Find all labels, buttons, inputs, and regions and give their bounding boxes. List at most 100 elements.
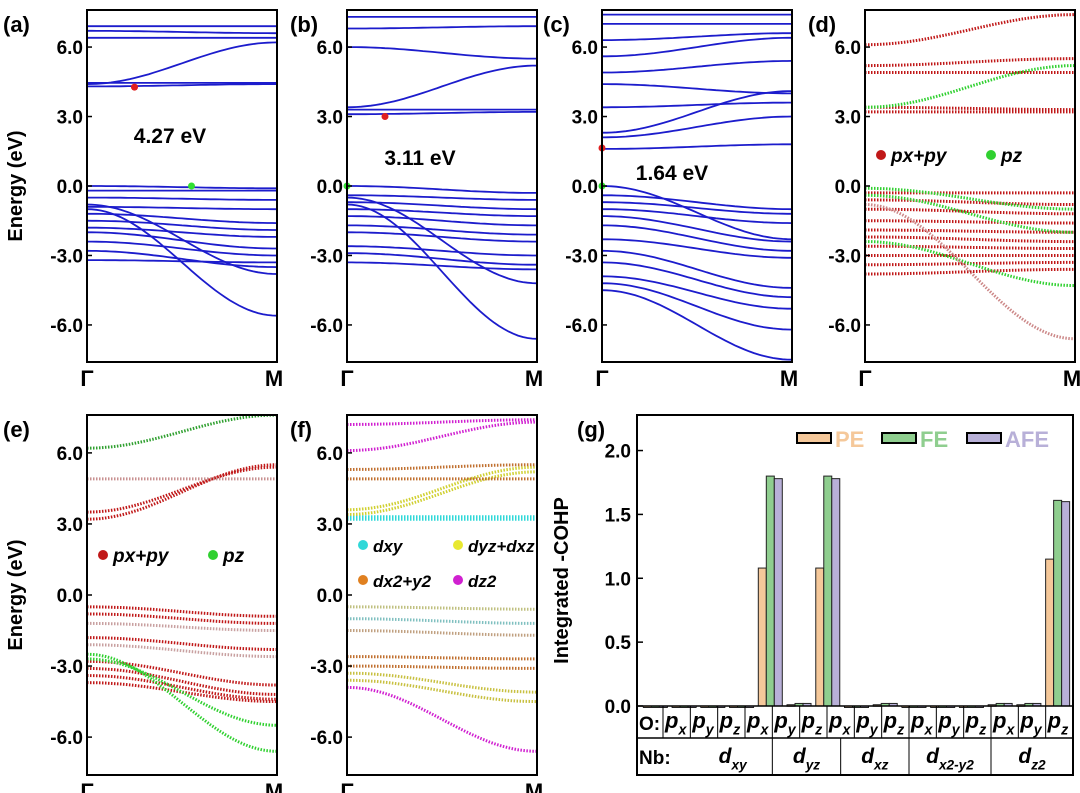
band-18 bbox=[865, 240, 1075, 288]
band-11 bbox=[602, 194, 792, 211]
band-0 bbox=[87, 463, 277, 521]
panel-label: (b) bbox=[290, 12, 318, 37]
band-9 bbox=[87, 674, 277, 701]
band-5 bbox=[347, 463, 537, 471]
band-4 bbox=[347, 25, 537, 30]
band-12 bbox=[87, 226, 277, 238]
row-label-nb: Nb: bbox=[639, 748, 671, 769]
legend-label: pz bbox=[222, 546, 245, 567]
y-tick-label: 1.5 bbox=[605, 505, 632, 526]
band-9 bbox=[347, 208, 537, 217]
legend-marker bbox=[208, 550, 218, 560]
legend-marker bbox=[876, 150, 886, 160]
band-8 bbox=[87, 666, 277, 696]
band-14 bbox=[347, 678, 537, 704]
band-17 bbox=[602, 249, 792, 289]
y-tick-label: 0.0 bbox=[835, 177, 861, 198]
y-tick-label: 0.0 bbox=[57, 586, 83, 607]
row-label-o: O: bbox=[639, 714, 660, 735]
y-tick-label: -3.0 bbox=[50, 657, 83, 678]
legend-label: px+py bbox=[112, 546, 170, 567]
legend-marker bbox=[453, 540, 463, 550]
o-orbital-label: px bbox=[992, 708, 1015, 739]
band-7 bbox=[347, 194, 537, 201]
x-tick-label: Γ bbox=[858, 366, 871, 391]
band-3 bbox=[602, 101, 792, 109]
band-7 bbox=[865, 198, 1075, 206]
y-tick-label: 6.0 bbox=[57, 38, 83, 59]
y-tick-label: 6.0 bbox=[317, 38, 343, 59]
o-orbital-label: px bbox=[664, 708, 687, 739]
band-15 bbox=[865, 267, 1075, 276]
legend-label: dz2 bbox=[468, 572, 497, 591]
x-tick-label: M bbox=[265, 366, 283, 391]
y-tick-label: 6.0 bbox=[835, 38, 861, 59]
band-panel-6: 6.0 3.0 0.0 -3.0 -6.0 Γ M (f) dxy dyz+dxz dx2+y2 dz… bbox=[290, 414, 543, 793]
y-tick-label: -3.0 bbox=[310, 246, 343, 267]
band-13 bbox=[347, 671, 537, 694]
bands bbox=[865, 13, 1075, 341]
band-13 bbox=[602, 208, 792, 224]
band-18 bbox=[602, 261, 792, 299]
band-13 bbox=[87, 621, 277, 632]
y-tick-label: 3.0 bbox=[572, 108, 598, 129]
legend-marker bbox=[98, 550, 108, 560]
band-5 bbox=[87, 612, 277, 625]
nb-orbital-label: dxz bbox=[861, 745, 888, 772]
x-tick-label: M bbox=[265, 779, 283, 793]
band-2 bbox=[865, 57, 1075, 68]
nb-orbital-label: dx2-y2 bbox=[926, 745, 974, 772]
band-10 bbox=[865, 228, 1075, 234]
band-18 bbox=[87, 208, 277, 317]
o-orbital-label: pz bbox=[965, 708, 987, 739]
band-gap-label: 1.64 eV bbox=[636, 162, 708, 185]
legend-swatch bbox=[881, 432, 917, 444]
y-tick-label: 0.0 bbox=[317, 177, 343, 198]
y-axis-label: Energy (eV) bbox=[5, 130, 27, 241]
bar-FE-6 bbox=[823, 475, 833, 707]
y-tick-label: 3.0 bbox=[57, 108, 83, 129]
bar-PE-4 bbox=[757, 567, 767, 707]
legend-swatch bbox=[966, 432, 1002, 444]
band-12 bbox=[602, 201, 792, 215]
y-tick-label: 2.0 bbox=[605, 442, 631, 463]
band-9 bbox=[87, 205, 277, 211]
y-tick-label: 0.0 bbox=[605, 697, 631, 718]
o-orbital-label: py bbox=[691, 708, 714, 739]
bar-AFE-4 bbox=[773, 478, 783, 707]
legend-label: AFE bbox=[1005, 427, 1049, 452]
band-9 bbox=[865, 219, 1075, 225]
y-axis-label: Energy (eV) bbox=[5, 539, 27, 650]
y-tick-label: 3.0 bbox=[835, 108, 861, 129]
legend-marker bbox=[453, 575, 463, 585]
legend-marker bbox=[358, 540, 368, 550]
bands bbox=[602, 13, 792, 361]
legend-label: dxy bbox=[373, 537, 404, 556]
legend-label: dx2+y2 bbox=[373, 572, 432, 591]
band-1 bbox=[87, 465, 277, 514]
y-tick-label: -6.0 bbox=[310, 728, 343, 749]
y-tick-label: -3.0 bbox=[828, 246, 861, 267]
band-15 bbox=[347, 685, 537, 753]
band-12 bbox=[87, 657, 277, 727]
o-orbital-label: py bbox=[855, 708, 878, 739]
legend-label: pz bbox=[1000, 146, 1023, 167]
band-4 bbox=[87, 29, 277, 35]
band-7 bbox=[602, 32, 792, 41]
y-tick-label: -6.0 bbox=[50, 728, 83, 749]
bar-FE-4 bbox=[765, 475, 775, 707]
panel-label: (g) bbox=[577, 417, 605, 442]
band-5 bbox=[602, 60, 792, 74]
band-2 bbox=[602, 90, 792, 134]
bands bbox=[87, 415, 277, 753]
band-16 bbox=[347, 196, 537, 285]
bar-AFE-14 bbox=[1061, 501, 1071, 707]
nb-orbital-label: dxy bbox=[719, 745, 748, 772]
o-orbital-label: py bbox=[773, 708, 796, 739]
band-8 bbox=[347, 201, 537, 211]
legend-label: PE bbox=[835, 427, 864, 452]
band-4 bbox=[602, 83, 792, 95]
band-6 bbox=[87, 636, 277, 651]
band-panel-4: 6.0 3.0 0.0 -3.0 -6.0 Γ M (d) px+py pz bbox=[808, 9, 1080, 391]
